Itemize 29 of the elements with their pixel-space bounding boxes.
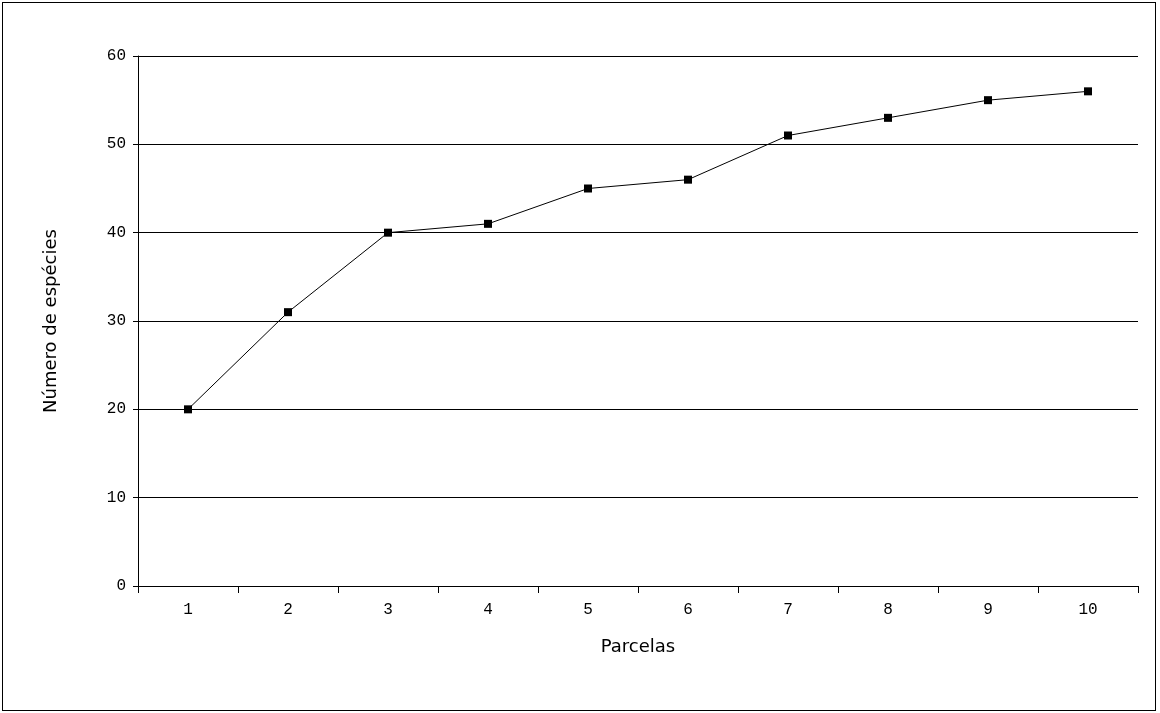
- x-tick-label: 4: [483, 601, 493, 619]
- point: [1084, 87, 1092, 96]
- y-tick-label: 20: [106, 400, 126, 419]
- x-axis-title: Parcelas: [600, 634, 676, 656]
- y-tick-label: 60: [106, 47, 126, 65]
- x-tick-label: 10: [1078, 601, 1098, 619]
- point: [984, 96, 992, 105]
- x-tick-label: 3: [383, 601, 393, 619]
- x-tick-label: 7: [783, 601, 793, 619]
- point: [184, 405, 192, 414]
- x-tick-label: 6: [683, 601, 693, 619]
- x-tick-label: 5: [583, 601, 593, 619]
- y-tick-label: 10: [106, 488, 126, 507]
- point: [784, 131, 792, 140]
- x-tick-label: 2: [283, 601, 293, 619]
- point: [684, 175, 692, 184]
- x-tick-label: 9: [983, 601, 993, 619]
- point: [284, 308, 292, 317]
- y-axis-title: Número de espécies: [38, 229, 60, 413]
- y-tick-label: 50: [106, 135, 126, 154]
- y-tick-label: 0: [116, 577, 126, 595]
- point: [584, 184, 592, 193]
- point: [884, 113, 892, 122]
- y-tick-label: 40: [106, 223, 126, 242]
- point: [384, 228, 392, 237]
- x-tick-label: 1: [183, 601, 193, 619]
- x-tick-label: 8: [883, 601, 893, 619]
- point: [484, 219, 492, 228]
- y-tick-label: 30: [106, 312, 126, 330]
